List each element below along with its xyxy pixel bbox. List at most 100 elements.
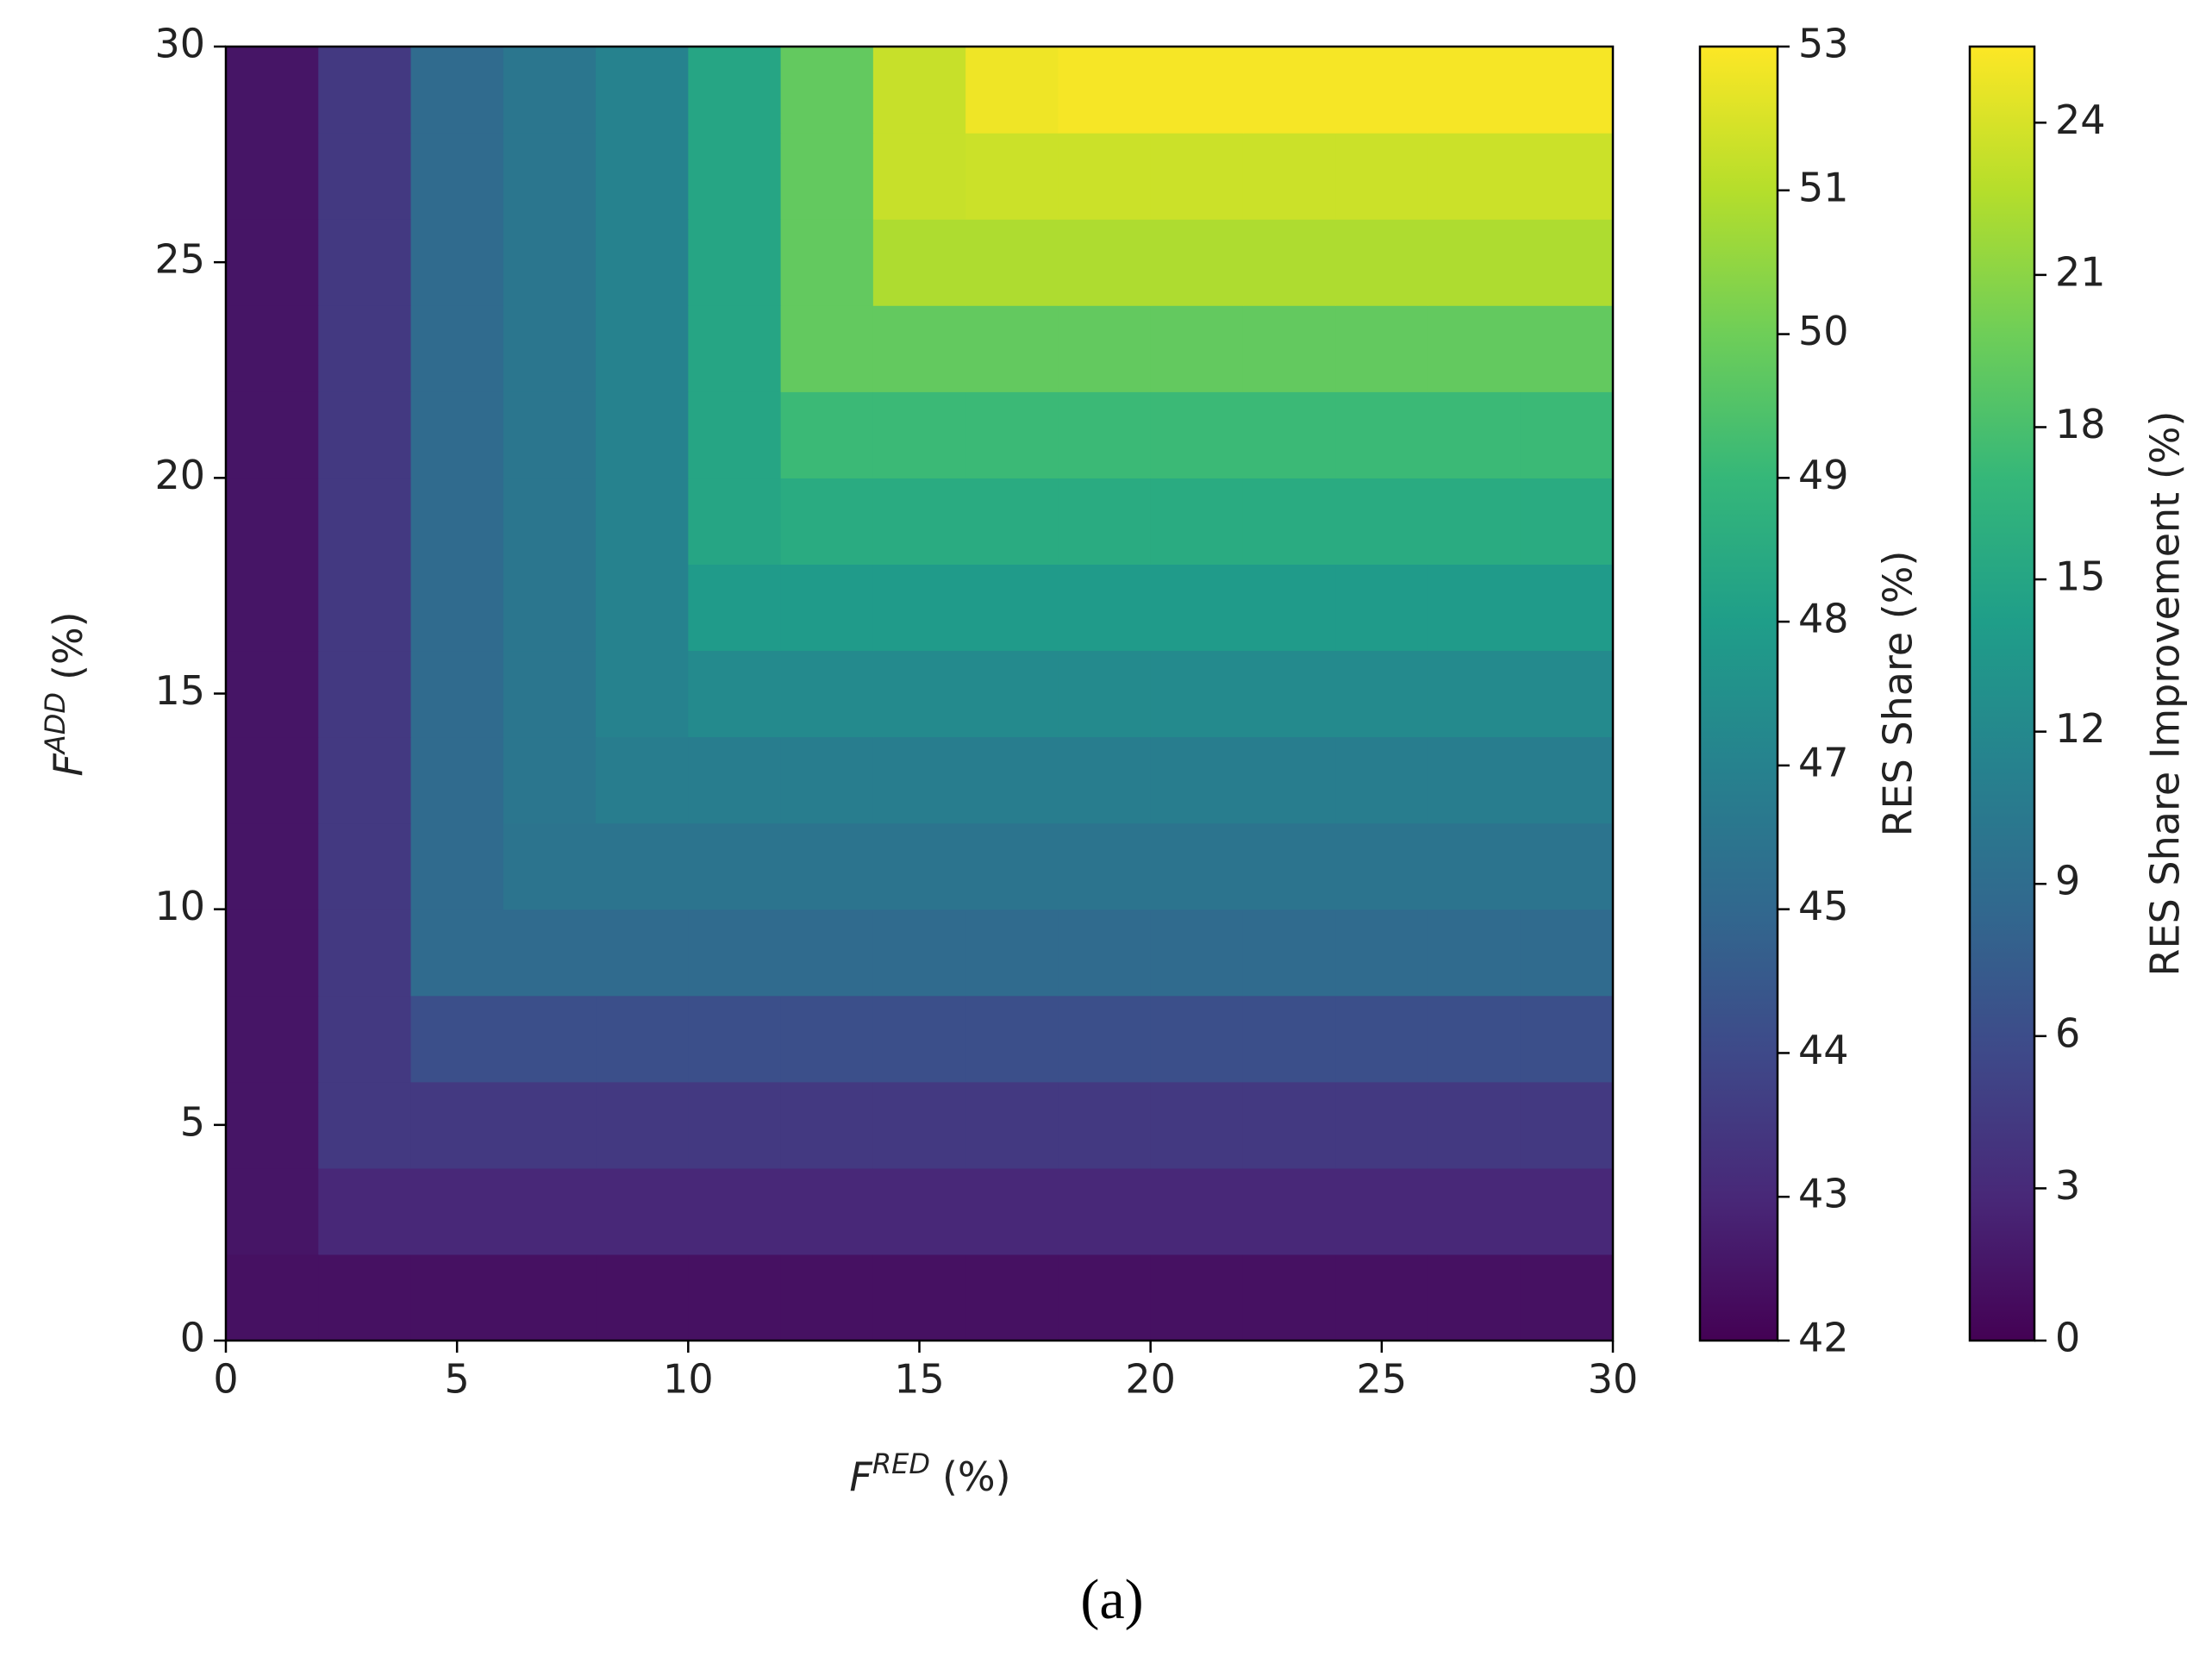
heatmap-cell [596,478,689,565]
y-tick-label: 20 [154,452,205,498]
heatmap-cell [780,47,874,134]
heatmap-cell [1150,822,1244,910]
heatmap-cell [872,564,966,652]
heatmap-cell [1520,822,1613,910]
heatmap-cell [965,133,1059,220]
heatmap-cell [596,391,689,478]
heatmap-cell [1335,391,1429,478]
heatmap-cell [503,1167,597,1255]
heatmap-cell [1428,133,1522,220]
heatmap-cell [872,305,966,392]
heatmap-cell [1520,47,1613,134]
heatmap-cell [872,909,966,997]
heatmap-cell [1520,133,1613,220]
heatmap-cell [688,909,782,997]
heatmap-cell [226,47,319,134]
x-label-sup: RED [872,1447,930,1480]
heatmap-cell [226,1167,319,1255]
heatmap-cell [503,822,597,910]
x-tick-label: 30 [1588,1356,1639,1403]
x-label-base: F [849,1454,872,1500]
heatmap-cell [596,564,689,652]
colorbar-tick-label: 47 [1798,739,1849,785]
heatmap-cell [503,564,597,652]
heatmap-cell [1150,133,1244,220]
heatmap-cell [226,736,319,824]
heatmap-cell [1150,219,1244,306]
heatmap-cell [965,219,1059,306]
caption: (a) [1080,1568,1143,1631]
x-tick-label: 5 [445,1356,470,1403]
heatmap-cell [226,219,319,306]
y-label-suffix: (%) [45,611,91,680]
heatmap-cell [688,736,782,824]
heatmap-cell [1242,736,1336,824]
heatmap-cell [688,650,782,738]
heatmap-cell [1058,1081,1152,1169]
colorbar-tick-label: 53 [1798,21,1849,67]
heatmap-cell [318,305,412,392]
heatmap-cell [503,650,597,738]
colorbar-tick-label: 48 [1798,596,1849,642]
heatmap-cell [318,478,412,565]
colorbar-label: RES Share (%) [1875,551,1921,837]
heatmap-cell [965,305,1059,392]
heatmap-cell [1150,995,1244,1083]
heatmap-cell [596,305,689,392]
colorbar-tick-label: 45 [1798,883,1849,929]
x-tick-label: 10 [663,1356,714,1403]
colorbar-tick-label: 9 [2055,858,2080,904]
heatmap-cell [318,564,412,652]
heatmap-cell [1058,564,1152,652]
heatmap-cell [1520,391,1613,478]
heatmap-cell [965,478,1059,565]
heatmap-cell [1058,995,1152,1083]
heatmap-cell [318,1167,412,1255]
heatmap-cell [688,47,782,134]
y-tick-label: 0 [180,1315,205,1361]
heatmap-cell [1242,909,1336,997]
heatmap-cell [1058,736,1152,824]
heatmap-cell [1242,564,1336,652]
heatmap-cell [1520,478,1613,565]
heatmap-cell [410,133,504,220]
heatmap-cell [688,219,782,306]
heatmap-cell [1058,822,1152,910]
heatmap-cell [503,478,597,565]
heatmap-cell [596,219,689,306]
heatmap-cell [688,564,782,652]
heatmap-cell [1242,305,1336,392]
colorbar-tick-label: 44 [1798,1027,1849,1073]
heatmap-cell [1242,133,1336,220]
heatmap-cell [1335,822,1429,910]
heatmap-cell [965,995,1059,1083]
heatmap-cell [780,564,874,652]
heatmap-cell [1335,47,1429,134]
heatmap-cell [1242,1167,1336,1255]
heatmap-cell [780,822,874,910]
heatmap-cell [1428,391,1522,478]
heatmap-cell [1520,1081,1613,1169]
heatmap-cell [410,909,504,997]
heatmap-cell [1335,564,1429,652]
heatmap-cell [872,133,966,220]
heatmap-cell [1428,822,1522,910]
heatmap-cell [1335,1254,1429,1341]
heatmap-cell [1150,736,1244,824]
heatmap-cell [318,391,412,478]
heatmap-cell [410,995,504,1083]
heatmap-cell [226,822,319,910]
heatmap-cell [226,650,319,738]
heatmap-cell [318,650,412,738]
colorbar-tick-label: 0 [2055,1315,2080,1361]
heatmap-cell [1520,909,1613,997]
heatmap-cell [688,1081,782,1169]
heatmap-cell [965,822,1059,910]
heatmap-cell [1335,219,1429,306]
heatmap-cell [965,391,1059,478]
heatmap-cell [1242,391,1336,478]
heatmap-cell [965,736,1059,824]
heatmap-cell [1335,478,1429,565]
x-tick-label: 20 [1125,1356,1176,1403]
colorbar-tick-label: 18 [2055,401,2106,447]
